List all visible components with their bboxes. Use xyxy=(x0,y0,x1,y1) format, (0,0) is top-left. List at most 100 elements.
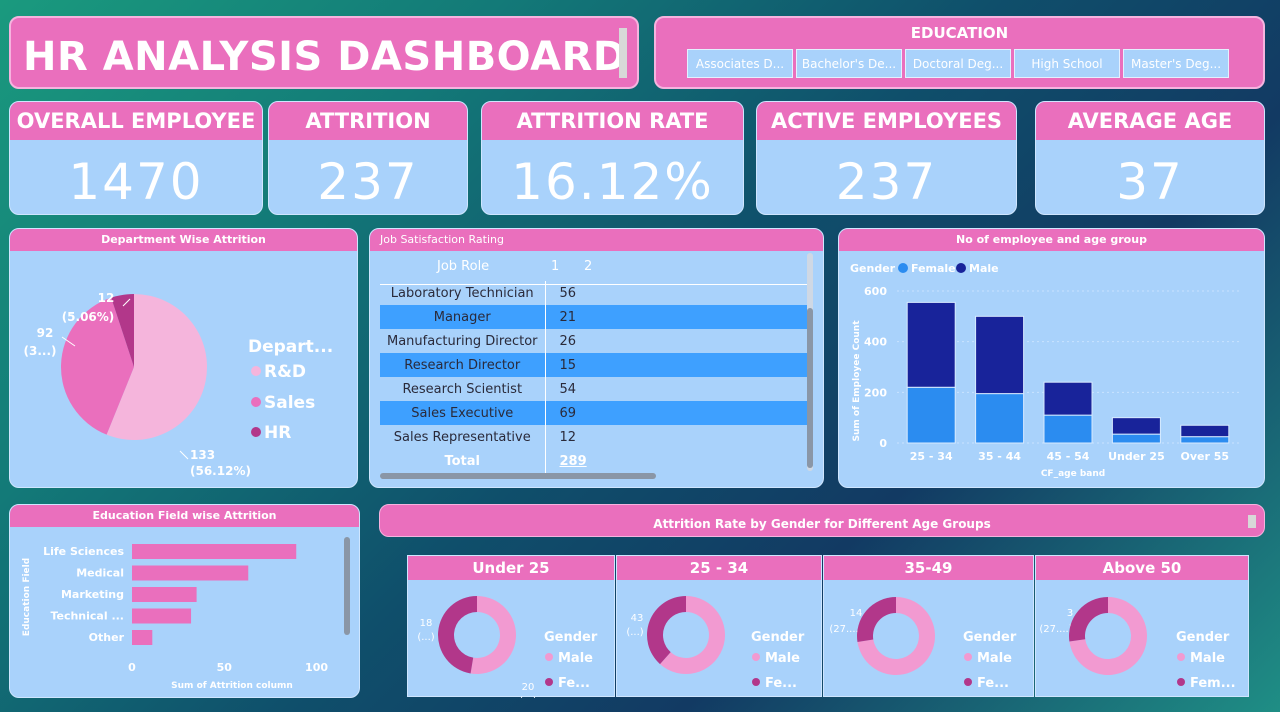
card-title: Under 25 xyxy=(408,556,614,580)
kpi-label: ACTIVE EMPLOYEES xyxy=(757,102,1016,140)
donut-slice-female[interactable] xyxy=(857,597,896,642)
bar[interactable] xyxy=(132,565,249,581)
title-scrollbar[interactable] xyxy=(619,28,627,78)
x-tick-label: 45 - 54 xyxy=(1047,450,1090,463)
table-row[interactable]: Manager 21 xyxy=(380,305,808,329)
kpi-value: 37 xyxy=(1116,153,1184,211)
legend-item-female[interactable]: Female xyxy=(911,262,956,275)
table-row[interactable]: Sales Executive 69 xyxy=(380,401,808,425)
vertical-scrollbar-thumb[interactable] xyxy=(344,537,350,635)
legend-item-female[interactable]: Fem... xyxy=(1190,676,1236,691)
education-option-masters[interactable]: Master's Deg... xyxy=(1123,49,1229,78)
bar-female[interactable] xyxy=(906,386,956,444)
legend-swatch-female xyxy=(545,678,553,686)
table-row[interactable]: Sales Representative 12 xyxy=(380,425,808,449)
y-axis-label: Education Field xyxy=(22,558,32,636)
legend-item-male[interactable]: Male xyxy=(1190,651,1225,666)
donut-chart: 43 (...) Gender Male Fe... xyxy=(626,596,805,691)
horizontal-scrollbar-thumb[interactable] xyxy=(380,473,656,479)
donut-slice-male[interactable] xyxy=(1069,597,1147,675)
education-option-bachelors[interactable]: Bachelor's De... xyxy=(796,49,902,78)
cell-value: 56 xyxy=(559,285,577,301)
table-row[interactable]: Laboratory Technician 56 xyxy=(380,281,808,305)
age-group-bar-chart: Gender Female Male Sum of Employee Count… xyxy=(850,262,1239,479)
kpi-card-active-employees: ACTIVE EMPLOYEES 237 xyxy=(756,101,1017,215)
education-option-high-school[interactable]: High School xyxy=(1014,49,1120,78)
donut-chart: 18 (...) 20 (...) Gender Male Fe... xyxy=(417,596,598,707)
chart-title: Education Field wise Attrition xyxy=(10,505,359,527)
donut-card-35-49: 35-49 14 (27....) Gender Male Fe... xyxy=(823,555,1034,697)
table-title: Job Satisfaction Rating xyxy=(370,229,823,251)
legend-swatch-male xyxy=(545,653,553,661)
kpi-label: AVERAGE AGE xyxy=(1036,102,1264,140)
bar-male[interactable] xyxy=(1043,381,1093,416)
bar-male[interactable] xyxy=(975,315,1025,395)
bar-female[interactable] xyxy=(975,393,1025,444)
education-field-bar-chart: Education Field Sum of Attrition column … xyxy=(22,537,350,691)
table-row[interactable]: Manufacturing Director 26 xyxy=(380,329,808,353)
donut-slice-male[interactable] xyxy=(660,596,725,674)
bar-male[interactable] xyxy=(1111,417,1161,435)
donut-slice-female[interactable] xyxy=(647,596,686,665)
legend-swatch-male xyxy=(1177,653,1185,661)
bar[interactable] xyxy=(132,608,192,624)
age-group-panel: No of employee and age group Gender Fema… xyxy=(838,228,1265,488)
legend-item-sales[interactable]: Sales xyxy=(264,393,315,413)
kpi-label: ATTRITION RATE xyxy=(482,102,743,140)
legend-item-hr[interactable]: HR xyxy=(264,423,291,443)
donut-slice-male[interactable] xyxy=(470,596,516,674)
pie-slice-hr[interactable] xyxy=(111,294,134,367)
pie-slice-rd[interactable] xyxy=(106,294,207,440)
column-header-2[interactable]: 2 xyxy=(584,259,593,274)
column-header-job-role[interactable]: Job Role xyxy=(437,259,490,274)
legend-item-male[interactable]: Male xyxy=(969,262,999,275)
y-tick-label: 0 xyxy=(879,437,887,450)
bar[interactable] xyxy=(132,544,297,559)
kpi-card-attrition: ATTRITION 237 xyxy=(268,101,468,215)
table-row[interactable]: Research Scientist 54 xyxy=(380,377,808,401)
x-tick-label: Over 55 xyxy=(1181,450,1230,463)
bar-female[interactable] xyxy=(1043,414,1093,444)
donut-label-female-count: 43 xyxy=(631,613,644,624)
vertical-scrollbar-thumb[interactable] xyxy=(807,308,813,468)
bar-female[interactable] xyxy=(1111,433,1161,444)
table-row[interactable]: Research Director 15 xyxy=(380,353,808,377)
education-slicer: EDUCATION Associates D... Bachelor's De.… xyxy=(654,16,1265,89)
donut-slice-female[interactable] xyxy=(1069,597,1108,642)
column-header-1[interactable]: 1 xyxy=(551,259,560,274)
legend-item-male[interactable]: Male xyxy=(765,651,800,666)
x-tick-label: 100 xyxy=(305,661,328,674)
table-total-row: Total 289 xyxy=(380,449,808,473)
bar-female[interactable] xyxy=(1180,436,1230,444)
legend-swatch-rd xyxy=(251,366,261,376)
legend-swatch-female xyxy=(1177,678,1185,686)
legend-swatch-male xyxy=(964,653,972,661)
x-tick-label: 50 xyxy=(217,661,233,674)
bar-male[interactable] xyxy=(1180,424,1230,438)
section-scrollbar[interactable] xyxy=(1248,515,1256,528)
bar[interactable] xyxy=(132,630,153,645)
donut-label-female-pct: (27....) xyxy=(1039,624,1072,635)
card-title: 25 - 34 xyxy=(617,556,821,580)
donut-label-female-count: 14 xyxy=(850,608,863,619)
title-panel: HR ANALYSIS DASHBOARD xyxy=(9,16,639,89)
bar[interactable] xyxy=(132,587,197,602)
donut-slice-male[interactable] xyxy=(857,597,935,675)
donut-card-under-25: Under 25 18 (...) 20 (...) Gender Male F… xyxy=(407,555,615,707)
pie-label-rd-count: 133 xyxy=(190,448,215,462)
legend-item-male[interactable]: Male xyxy=(977,651,1012,666)
legend-title: Gender xyxy=(1176,630,1230,645)
vertical-scrollbar-track[interactable] xyxy=(807,253,813,471)
legend-item-female[interactable]: Fe... xyxy=(977,676,1009,691)
donut-slice-female[interactable] xyxy=(437,596,477,674)
legend-item-female[interactable]: Fe... xyxy=(765,676,797,691)
legend-item-rd[interactable]: R&D xyxy=(264,362,306,382)
legend-item-male[interactable]: Male xyxy=(558,651,593,666)
education-option-doctoral[interactable]: Doctoral Deg... xyxy=(905,49,1011,78)
pie-label-hr-pct: (5.06%) xyxy=(62,310,115,324)
pie-slice-sales[interactable] xyxy=(60,297,134,435)
education-option-associates[interactable]: Associates D... xyxy=(687,49,793,78)
leader-line xyxy=(122,298,131,307)
legend-item-female[interactable]: Fe... xyxy=(558,676,590,691)
bar-male[interactable] xyxy=(906,301,956,388)
